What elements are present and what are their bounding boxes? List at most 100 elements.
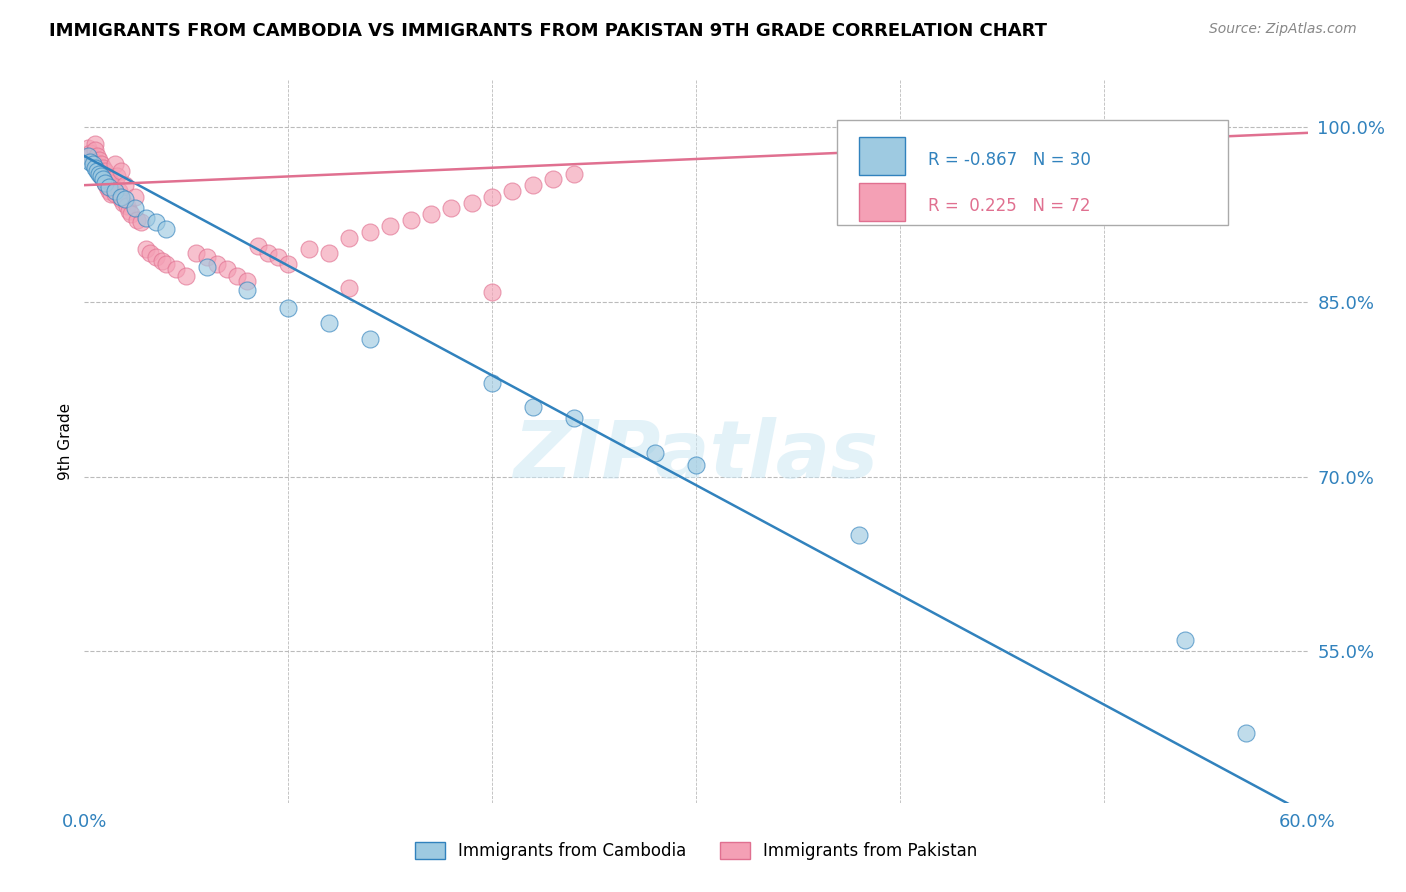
- FancyBboxPatch shape: [859, 184, 905, 221]
- Point: [543, 172, 565, 186]
- Point: [339, 230, 361, 244]
- Point: [131, 215, 153, 229]
- Point: [96, 169, 118, 183]
- Text: Source: ZipAtlas.com: Source: ZipAtlas.com: [1209, 22, 1357, 37]
- Point: [277, 257, 299, 271]
- Point: [77, 149, 100, 163]
- Point: [77, 141, 100, 155]
- Point: [83, 161, 105, 175]
- Point: [87, 153, 110, 167]
- Point: [298, 242, 321, 256]
- Point: [114, 178, 136, 193]
- Point: [359, 332, 381, 346]
- Point: [104, 184, 127, 198]
- Point: [110, 192, 132, 206]
- Point: [502, 184, 524, 198]
- Text: R = -0.867   N = 30: R = -0.867 N = 30: [928, 151, 1091, 169]
- Point: [165, 262, 187, 277]
- Point: [90, 169, 112, 183]
- Point: [93, 164, 115, 178]
- Point: [1174, 632, 1197, 647]
- Point: [110, 164, 132, 178]
- Point: [124, 190, 146, 204]
- Point: [118, 203, 141, 218]
- Point: [82, 153, 104, 167]
- Point: [87, 164, 110, 178]
- Point: [91, 172, 114, 186]
- Text: IMMIGRANTS FROM CAMBODIA VS IMMIGRANTS FROM PAKISTAN 9TH GRADE CORRELATION CHART: IMMIGRANTS FROM CAMBODIA VS IMMIGRANTS F…: [49, 22, 1047, 40]
- Point: [105, 169, 128, 183]
- Point: [277, 301, 299, 315]
- Point: [114, 192, 136, 206]
- Point: [195, 260, 218, 274]
- Point: [318, 245, 340, 260]
- Point: [145, 215, 167, 229]
- Point: [82, 154, 104, 169]
- Point: [93, 176, 115, 190]
- Point: [124, 202, 146, 216]
- Point: [104, 157, 127, 171]
- Point: [79, 149, 101, 163]
- Point: [318, 316, 340, 330]
- Point: [110, 190, 132, 204]
- Point: [83, 143, 105, 157]
- Point: [848, 528, 870, 542]
- Point: [79, 154, 101, 169]
- Point: [108, 184, 131, 198]
- Point: [145, 251, 167, 265]
- Point: [420, 207, 443, 221]
- Point: [86, 161, 108, 175]
- Point: [205, 257, 228, 271]
- Point: [127, 213, 149, 227]
- Point: [359, 225, 381, 239]
- Point: [195, 251, 218, 265]
- Point: [86, 149, 108, 163]
- Point: [236, 283, 259, 297]
- Point: [86, 164, 108, 178]
- Point: [93, 176, 115, 190]
- Legend: Immigrants from Cambodia, Immigrants from Pakistan: Immigrants from Cambodia, Immigrants fro…: [408, 835, 984, 867]
- FancyBboxPatch shape: [859, 137, 905, 175]
- Point: [91, 172, 114, 186]
- Point: [522, 178, 544, 193]
- Point: [97, 172, 120, 186]
- Point: [97, 184, 120, 198]
- Point: [1236, 726, 1258, 740]
- Point: [100, 176, 122, 190]
- Point: [91, 161, 114, 175]
- Point: [217, 262, 239, 277]
- Point: [481, 190, 503, 204]
- Point: [101, 180, 124, 194]
- Point: [236, 274, 259, 288]
- Text: ZIPatlas: ZIPatlas: [513, 417, 879, 495]
- Point: [155, 222, 177, 236]
- Point: [481, 285, 503, 300]
- Point: [135, 242, 157, 256]
- Point: [399, 213, 422, 227]
- Point: [155, 257, 177, 271]
- Point: [380, 219, 402, 233]
- Point: [83, 137, 105, 152]
- Point: [644, 446, 666, 460]
- Point: [138, 245, 160, 260]
- Point: [90, 157, 112, 171]
- Y-axis label: 9th Grade: 9th Grade: [58, 403, 73, 480]
- Point: [174, 268, 197, 283]
- Point: [685, 458, 707, 472]
- Point: [522, 400, 544, 414]
- Point: [135, 211, 157, 225]
- Point: [562, 167, 585, 181]
- Point: [100, 187, 122, 202]
- Point: [97, 180, 120, 194]
- Point: [150, 254, 173, 268]
- Point: [90, 169, 112, 183]
- Point: [87, 167, 110, 181]
- Point: [96, 180, 118, 194]
- Point: [339, 281, 361, 295]
- Point: [257, 245, 280, 260]
- Point: [115, 199, 138, 213]
- Point: [481, 376, 503, 391]
- Point: [246, 239, 269, 253]
- Point: [82, 157, 104, 171]
- Point: [226, 268, 249, 283]
